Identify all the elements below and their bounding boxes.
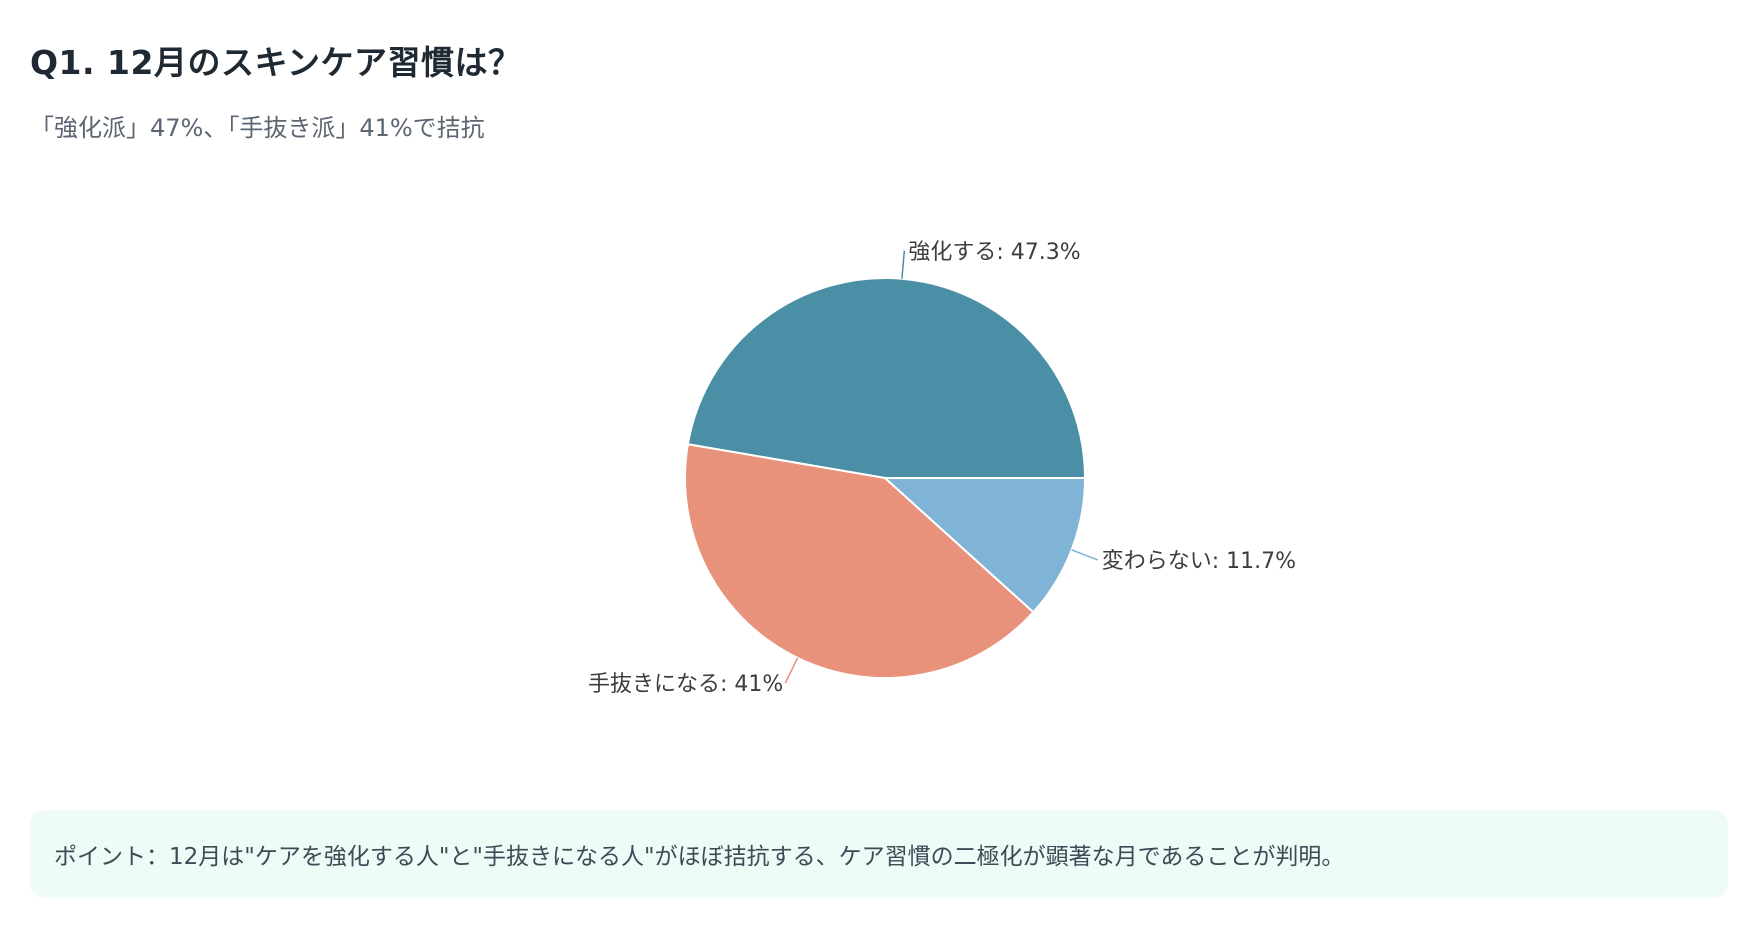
pie-slice-1 xyxy=(686,277,1087,479)
slice-label-3: 変わらない: 11.7% xyxy=(1102,549,1296,574)
point-callout: ポイント：12月は"ケアを強化する人"と"手抜きになる人"がほぼ拮抗する、ケア習… xyxy=(30,810,1728,898)
slice-label-1: 強化する: 47.3% xyxy=(908,240,1080,265)
slice-label-2: 手抜きになる: 41% xyxy=(588,672,783,697)
leader-line-3 xyxy=(1071,549,1099,561)
point-text: ポイント：12月は"ケアを強化する人"と"手抜きになる人"がほぼ拮抗する、ケア習… xyxy=(54,844,1345,870)
leader-line-1 xyxy=(901,250,906,279)
chart-title: Q1. 12月のスキンケア習慣は？ xyxy=(30,43,522,82)
pie-slice-3 xyxy=(882,477,1087,614)
leader-line-2 xyxy=(784,657,799,684)
chart-subtitle: 「強化派」47%、「手抜き派」41%で拮抗 xyxy=(30,114,485,142)
